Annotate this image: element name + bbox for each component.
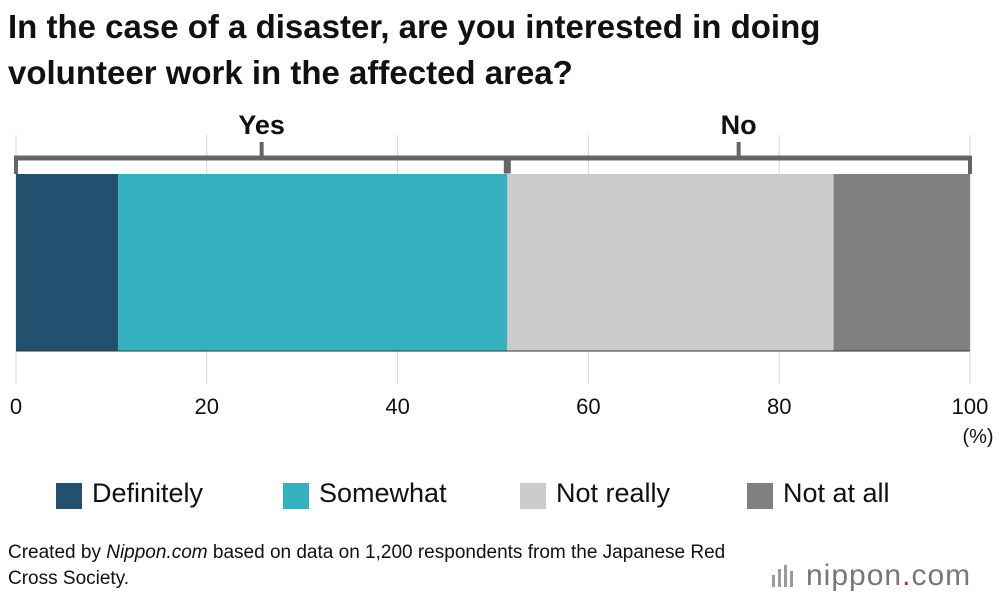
logo-bars-icon xyxy=(772,565,800,587)
source-suffix: based on data on 1,200 respondents from … xyxy=(8,542,726,589)
legend-label-definitely: Definitely xyxy=(92,478,204,508)
legend-swatch-somewhat xyxy=(283,483,309,509)
logo-word: nippon xyxy=(806,559,903,592)
chart-title: In the case of a disaster, are you inter… xyxy=(8,4,998,96)
source-prefix: Created by xyxy=(8,542,107,563)
x-tick-label-100: 100 xyxy=(952,394,989,419)
source-note: Created by Nippon.com based on data on 1… xyxy=(8,540,748,592)
logo-dot: . xyxy=(902,559,912,592)
bar-segment-not-really xyxy=(507,174,834,351)
x-tick-label-40: 40 xyxy=(385,394,409,419)
chart-title-line-1: In the case of a disaster, are you inter… xyxy=(8,8,821,45)
bar-segment-definitely xyxy=(16,174,119,351)
bar-segment-not-at-all xyxy=(833,174,970,351)
legend-label-not-at-all: Not at all xyxy=(783,478,890,508)
source-site: Nippon.com xyxy=(106,542,208,563)
legend-label-not-really: Not really xyxy=(556,478,671,508)
x-tick-label-0: 0 xyxy=(10,394,22,419)
group-bracket-divider xyxy=(503,155,511,174)
chart-title-line-2: volunteer work in the affected area? xyxy=(8,54,573,91)
logo-text: nippon.com xyxy=(806,559,971,593)
legend: Definitely Somewhat Not really Not at al… xyxy=(0,476,1000,516)
x-axis-unit: (%) xyxy=(962,426,993,448)
x-tick-label-60: 60 xyxy=(576,394,600,419)
x-tick-label-80: 80 xyxy=(767,394,791,419)
group-label-no: No xyxy=(721,110,757,140)
group-label-yes: Yes xyxy=(238,110,285,140)
legend-swatch-not-really xyxy=(520,483,546,509)
legend-swatch-definitely xyxy=(56,483,82,509)
logo-tld: com xyxy=(911,559,972,592)
legend-swatch-not-at-all xyxy=(747,483,773,509)
legend-label-somewhat: Somewhat xyxy=(319,478,447,508)
bar-segment-somewhat xyxy=(118,174,508,351)
x-tick-label-20: 20 xyxy=(195,394,219,419)
